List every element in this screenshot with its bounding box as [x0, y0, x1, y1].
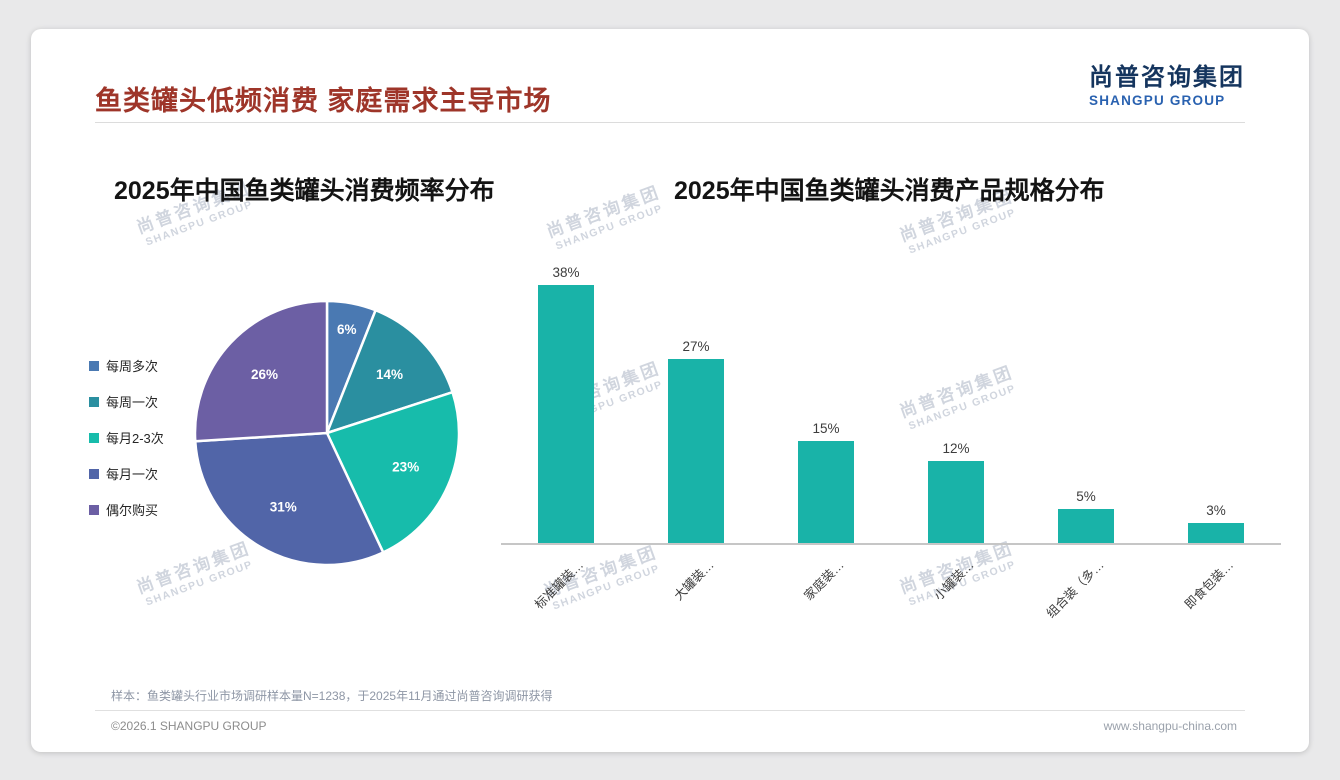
legend-swatch	[89, 396, 99, 407]
pie-legend: 每周多次每周一次每月2-3次 每月一次偶尔购买	[89, 356, 164, 536]
header-divider	[95, 122, 1245, 123]
legend-label: 偶尔购买	[106, 503, 159, 518]
logo-cn-text: 尚普咨询集团	[1089, 64, 1245, 91]
bar-column-1: 27%	[631, 339, 761, 543]
pie-data-label: 26%	[251, 367, 278, 382]
legend-swatch	[89, 432, 99, 443]
pie-chart-section: 2025年中国鱼类罐头消费频率分布 每周多次每周一次每月2-3次 每月一次偶尔购买…	[81, 171, 501, 621]
pie-chart: 6% 14% 23% 31% 26%	[193, 299, 461, 567]
bar	[798, 441, 854, 543]
bar-category-cell: 小罐装…	[891, 545, 1021, 640]
bar-category-label: 大罐装…	[671, 557, 717, 604]
bar-plot: 38% 27% 15% 12% 5% 3%	[501, 253, 1281, 545]
bar-column-3: 12%	[891, 441, 1021, 543]
pie-slice-3	[194, 431, 385, 567]
bar	[1058, 509, 1114, 543]
bar	[1188, 522, 1244, 543]
footer-website: www.shangpu-china.com	[1103, 719, 1237, 733]
legend-label: 每周多次	[106, 359, 159, 374]
page-title: 鱼类罐头低频消费 家庭需求主导市场	[95, 86, 552, 116]
bar-category-cell: 组合装（多…	[1021, 545, 1151, 640]
bar-value-label: 12%	[942, 441, 970, 457]
sample-footnote: 样本：鱼类罐头行业市场调研样本量N=1238，于2025年11月通过尚普咨询调研…	[111, 689, 553, 703]
pie-slice-2	[325, 390, 461, 554]
company-logo: 尚普咨询集团 SHANGPU GROUP	[1089, 64, 1245, 109]
bar-chart-section: 2025年中国鱼类罐头消费产品规格分布 38% 27% 15% 12% 5% 3% 标准罐…	[501, 171, 1281, 640]
bar-category-label: 标准罐装…	[532, 557, 587, 612]
bar-value-label: 5%	[1076, 489, 1096, 504]
bar-category-label: 即食包装…	[1182, 557, 1237, 612]
slide-content: 鱼类罐头低频消费 家庭需求主导市场 尚普咨询集团 SHANGPU GROUP 2…	[31, 29, 1309, 752]
legend-item: 每周一次	[89, 392, 164, 411]
bar-column-0: 38%	[501, 265, 631, 543]
legend-item: 每周多次	[89, 356, 164, 375]
bar-category-label: 组合装（多…	[1043, 557, 1107, 621]
bar-category-cell: 标准罐装…	[501, 545, 631, 640]
bar-column-2: 15%	[761, 421, 891, 543]
bar-category-label: 家庭装…	[801, 557, 847, 604]
bar-column-4: 5%	[1021, 489, 1151, 543]
legend-label: 每月2-3次	[106, 431, 164, 446]
pie-slice-4	[193, 299, 329, 443]
bar-column-5: 3%	[1151, 503, 1281, 543]
bar-value-label: 27%	[682, 339, 710, 355]
legend-item: 每月一次	[89, 464, 164, 483]
bar-value-label: 3%	[1206, 502, 1226, 518]
bar-category-labels: 标准罐装… 大罐装… 家庭装… 小罐装… 组合装（多… 即食包装…	[501, 545, 1281, 640]
bar	[668, 359, 724, 543]
slide-card: 尚普咨询集团 SHANGPU GROUP 尚普咨询集团 SHANGPU GROUP 尚普…	[31, 29, 1309, 752]
pie-data-label: 6%	[337, 322, 357, 337]
legend-swatch	[89, 504, 99, 515]
pie-data-label: 31%	[270, 499, 297, 514]
pie-chart-title: 2025年中国鱼类罐头消费频率分布	[114, 177, 495, 205]
bar	[928, 461, 984, 543]
bar-value-label: 15%	[812, 421, 840, 436]
bar-value-label: 38%	[552, 264, 580, 280]
legend-swatch	[89, 468, 99, 479]
footer: ©2026.1 SHANGPU GROUP www.shangpu-china.…	[111, 719, 1237, 733]
legend-item: 偶尔购买	[89, 500, 164, 519]
bar-category-cell: 大罐装…	[631, 545, 761, 640]
bar-category-label: 小罐装…	[931, 557, 977, 604]
header: 鱼类罐头低频消费 家庭需求主导市场 尚普咨询集团 SHANGPU GROUP	[95, 63, 1245, 118]
legend-item: 每月2-3次	[89, 428, 164, 447]
footer-copyright: ©2026.1 SHANGPU GROUP	[111, 719, 267, 733]
bar	[538, 284, 594, 543]
bar-chart-title: 2025年中国鱼类罐头消费产品规格分布	[674, 177, 1105, 205]
pie-data-label: 14%	[376, 367, 403, 382]
bar-category-cell: 即食包装…	[1151, 545, 1281, 640]
legend-label: 每周一次	[106, 395, 159, 410]
pie-data-label: 23%	[392, 460, 419, 475]
legend-swatch	[89, 360, 99, 371]
footer-divider	[95, 710, 1245, 711]
logo-en-text: SHANGPU GROUP	[1089, 93, 1226, 109]
bar-category-cell: 家庭装…	[761, 545, 891, 640]
legend-label: 每月一次	[106, 467, 159, 482]
